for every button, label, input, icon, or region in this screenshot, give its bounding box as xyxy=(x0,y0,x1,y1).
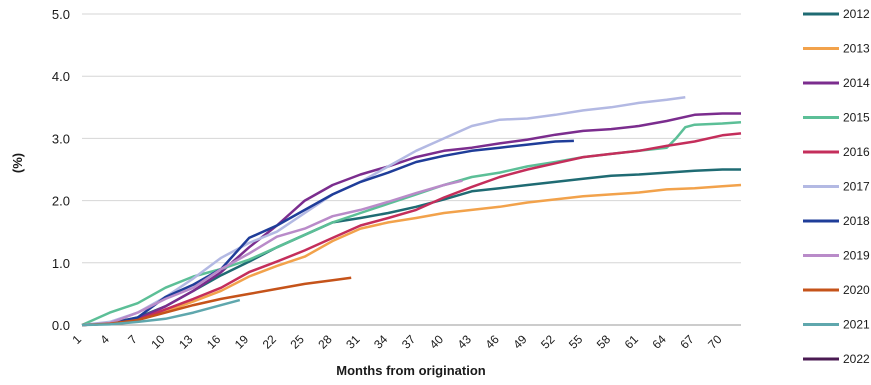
x-tick-label: 22 xyxy=(260,332,280,352)
x-tick-label: 55 xyxy=(566,332,586,352)
series-line-2018 xyxy=(81,139,574,327)
x-tick-label: 61 xyxy=(622,332,642,352)
series-line-2016 xyxy=(81,132,742,327)
gridlines xyxy=(82,13,741,326)
x-tick-label: 64 xyxy=(650,332,670,352)
x-tick-label: 28 xyxy=(315,332,335,352)
x-tick-label: 49 xyxy=(510,332,530,352)
legend-label-2016: 2016 xyxy=(843,145,870,159)
series-line-2019 xyxy=(81,179,463,327)
x-tick-label: 70 xyxy=(705,332,725,352)
y-tick-label: 2.0 xyxy=(52,194,70,209)
series-line-2021 xyxy=(81,298,241,327)
legend-label-2012: 2012 xyxy=(843,7,870,21)
x-tick-label: 31 xyxy=(343,332,363,352)
x-tick-label: 4 xyxy=(97,332,112,347)
x-tick-label: 1 xyxy=(69,332,84,347)
legend-label-2019: 2019 xyxy=(843,249,870,263)
legend: 2012 2013 2014 2015 2016 2017 2018 2019 2020 2021… xyxy=(803,7,870,366)
x-tick-label: 67 xyxy=(677,332,697,352)
y-axis-title: (%) xyxy=(10,153,25,173)
x-tick-label: 19 xyxy=(232,332,252,352)
x-axis-title: Months from origination xyxy=(336,363,486,378)
x-tick-label: 46 xyxy=(482,332,502,352)
y-tick-label: 1.0 xyxy=(52,256,70,271)
x-tick-label: 37 xyxy=(399,332,419,352)
x-tick-label: 25 xyxy=(288,332,308,352)
x-tick-label: 7 xyxy=(125,332,140,347)
legend-label-2022: 2022 xyxy=(843,352,870,366)
series-lines xyxy=(81,96,742,327)
legend-label-2017: 2017 xyxy=(843,180,870,194)
x-tick-label: 34 xyxy=(371,332,391,352)
y-tick-label: 4.0 xyxy=(52,69,70,84)
x-tick-label: 10 xyxy=(148,332,168,352)
series-line-2014 xyxy=(81,112,741,327)
legend-label-2018: 2018 xyxy=(843,214,870,228)
legend-label-2015: 2015 xyxy=(843,111,870,125)
y-tick-label: 5.0 xyxy=(52,7,70,22)
x-tick-label: 58 xyxy=(594,332,614,352)
x-tick-label: 52 xyxy=(538,332,558,352)
series-line-2017 xyxy=(81,96,686,327)
x-tick-label: 13 xyxy=(176,332,196,352)
series-line-2020 xyxy=(81,276,352,327)
y-tick-label: 0.0 xyxy=(52,318,70,333)
legend-label-2013: 2013 xyxy=(843,42,870,56)
legend-label-2020: 2020 xyxy=(843,283,870,297)
legend-label-2014: 2014 xyxy=(843,76,870,90)
series-line-2013 xyxy=(81,183,742,327)
x-tick-label: 43 xyxy=(455,332,475,352)
x-tick-label: 16 xyxy=(204,332,224,352)
x-tick-labels: 1 4 7 10 13 16 19 22 25 28 31 34 37 40 43 46 49 52 55 58 61 6… xyxy=(69,332,724,352)
y-tick-labels: 0.0 1.0 2.0 3.0 4.0 5.0 xyxy=(52,7,70,333)
x-tick-label: 40 xyxy=(427,332,447,352)
y-tick-label: 3.0 xyxy=(52,131,70,146)
legend-label-2021: 2021 xyxy=(843,318,870,332)
